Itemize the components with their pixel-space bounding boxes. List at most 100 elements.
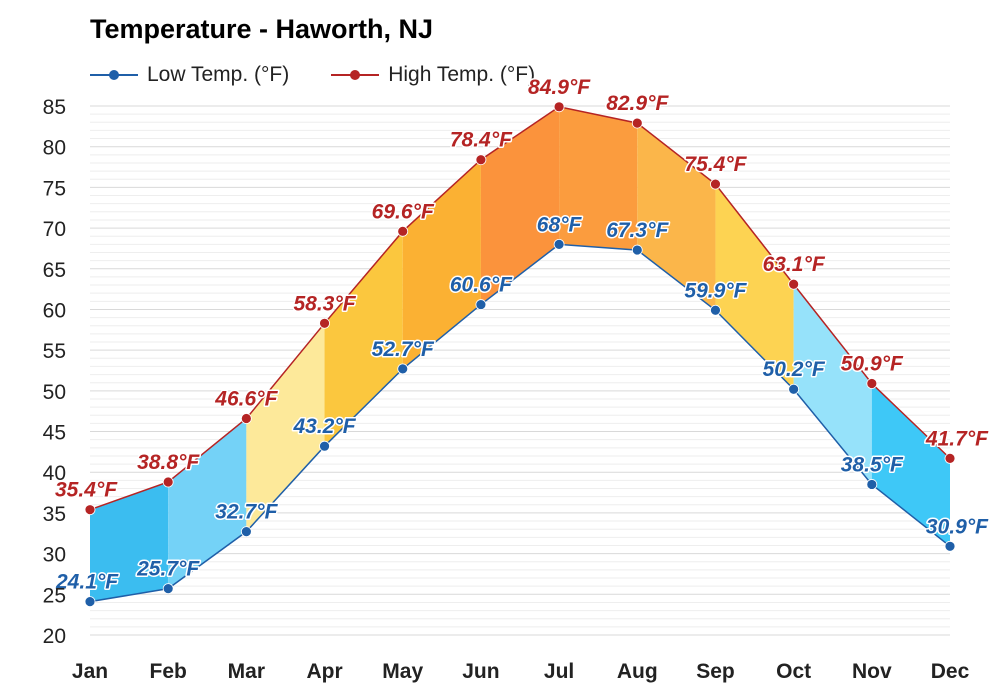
x-tick-label: Jan (72, 660, 108, 683)
band-segment (480, 106, 560, 305)
high-temp-label: 78.4°F (450, 129, 513, 152)
x-tick-label: Mar (228, 660, 265, 683)
y-tick-label: 65 (43, 259, 66, 282)
x-tick-label: Nov (852, 660, 892, 683)
low-temp-label: 68°F (537, 213, 583, 236)
x-tick-label: Oct (776, 660, 811, 683)
low-temp-label: 59.9°F (684, 279, 747, 302)
high-temp-line (89, 106, 951, 511)
y-tick-label: 85 (43, 96, 66, 119)
low-temp-label: 32.7°F (215, 501, 278, 524)
high-temp-point[interactable] (788, 278, 800, 290)
data-labels: 35.4°F 38.8°F 46.6°F 58.3°F 69.6°F 78.4°F 84.9… (54, 74, 991, 595)
legend-label-low: Low Temp. (°F) (147, 63, 290, 86)
band-segment (324, 231, 403, 447)
low-temp-point[interactable] (319, 440, 330, 452)
y-tick-label: 30 (43, 544, 66, 567)
legend-marker-low (90, 70, 138, 80)
low-temp-label: 38.5°F (841, 453, 904, 476)
temperature-bands (90, 106, 950, 602)
x-tick-label: Feb (150, 660, 187, 683)
band-segment (637, 123, 716, 311)
high-temp-label: 46.6°F (214, 388, 278, 411)
y-tick-label: 50 (43, 381, 66, 404)
band-segment (871, 383, 950, 547)
y-tick-label: 60 (43, 299, 66, 322)
high-temp-point[interactable] (319, 317, 330, 329)
y-tick-label: 45 (43, 422, 66, 445)
low-temp-label: 67.3°F (606, 219, 669, 242)
legend: Low Temp. (°F) High Temp. (°F) (90, 60, 577, 90)
low-temp-point[interactable] (240, 526, 252, 538)
high-temp-label: 41.7°F (925, 427, 989, 450)
x-axis-ticks: Jan Feb Mar Apr May Jun Jul Aug Sep Oct Nov Dec (72, 660, 970, 683)
band-segment (559, 106, 638, 251)
legend-item-high[interactable]: High Temp. (°F) (331, 63, 535, 87)
high-temp-point[interactable] (84, 504, 96, 516)
x-tick-label: Dec (931, 660, 970, 683)
band-segment (715, 184, 794, 390)
low-temp-point[interactable] (162, 583, 174, 595)
low-temp-point[interactable] (397, 363, 409, 375)
high-temp-point[interactable] (475, 154, 487, 166)
low-temp-line (89, 243, 951, 603)
x-tick-label: Aug (617, 660, 658, 683)
low-temp-label: 60.6°F (450, 274, 513, 297)
series-markers (84, 101, 956, 608)
band-segment (90, 481, 169, 602)
y-axis-ticks: 20 25 30 35 40 45 50 55 60 65 70 75 80 85 (43, 96, 66, 648)
high-temp-point[interactable] (397, 225, 409, 237)
high-temp-point[interactable] (944, 452, 956, 464)
high-temp-label: 84.9°F (528, 76, 591, 99)
low-temp-point[interactable] (631, 244, 643, 256)
y-tick-label: 20 (43, 625, 66, 648)
low-temp-point[interactable] (553, 238, 565, 250)
x-tick-label: Jul (544, 660, 574, 683)
low-temp-point[interactable] (866, 479, 878, 490)
band-segment (402, 159, 481, 369)
band-segment (246, 323, 325, 532)
x-tick-label: May (382, 660, 423, 683)
y-tick-label: 75 (43, 177, 66, 200)
legend-item-low[interactable]: Low Temp. (°F) (90, 63, 289, 87)
chart-title: Temperature - Haworth, NJ (90, 14, 434, 44)
legend-label-high: High Temp. (°F) (388, 63, 536, 86)
high-temp-label: 35.4°F (55, 479, 118, 502)
legend-marker-high (331, 70, 380, 80)
high-temp-label: 38.8°F (137, 451, 200, 474)
low-temp-label: 25.7°F (136, 558, 200, 581)
high-temp-label: 50.9°F (841, 353, 904, 376)
high-temp-point[interactable] (631, 117, 643, 129)
high-temp-label: 82.9°F (606, 92, 669, 115)
y-tick-label: 70 (43, 218, 66, 241)
low-temp-point[interactable] (944, 540, 956, 552)
low-temp-label: 24.1°F (55, 571, 119, 594)
high-temp-point[interactable] (162, 476, 174, 488)
high-temp-label: 69.6°F (372, 200, 435, 223)
low-temp-point[interactable] (710, 304, 721, 316)
x-tick-label: Sep (696, 660, 735, 683)
low-temp-point[interactable] (788, 383, 800, 395)
x-tick-label: Jun (462, 660, 499, 683)
high-temp-point[interactable] (866, 378, 878, 389)
low-temp-label: 50.2°F (763, 358, 826, 381)
low-temp-label: 43.2°F (292, 415, 356, 438)
x-tick-label: Apr (306, 660, 342, 683)
high-temp-point[interactable] (710, 178, 721, 190)
high-temp-point[interactable] (553, 101, 565, 113)
y-tick-label: 80 (43, 137, 66, 160)
low-temp-point[interactable] (84, 596, 96, 608)
band-segment (793, 284, 872, 485)
low-temp-point[interactable] (475, 299, 487, 310)
y-tick-label: 40 (43, 462, 66, 485)
high-temp-label: 63.1°F (763, 253, 826, 276)
y-tick-label: 25 (43, 584, 66, 607)
series-lines (89, 106, 951, 603)
band-segment (168, 418, 247, 589)
high-temp-point[interactable] (240, 413, 252, 424)
high-temp-label: 75.4°F (684, 153, 747, 176)
low-temp-label: 52.7°F (372, 338, 435, 361)
y-tick-label: 35 (43, 503, 66, 526)
